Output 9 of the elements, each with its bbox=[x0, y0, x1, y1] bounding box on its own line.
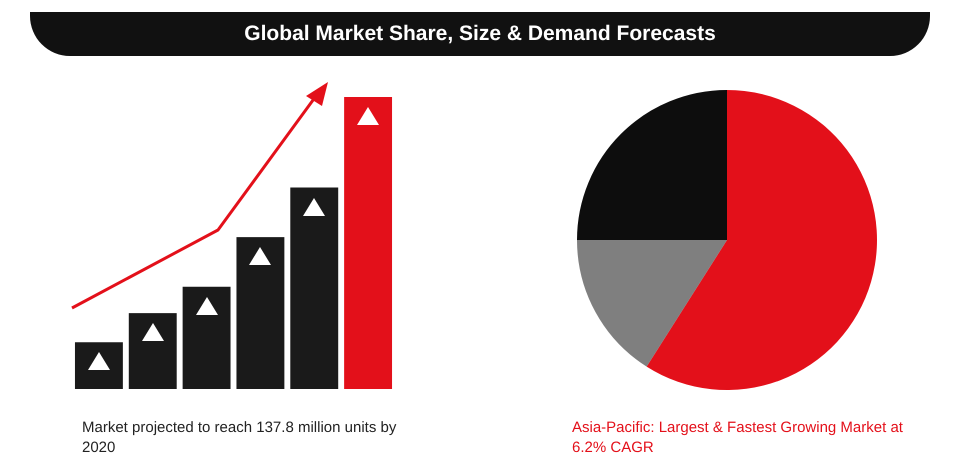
text: Market projected to reach 137.8 million units by 2020 bbox=[82, 418, 398, 458]
text: Global Market Share, Size & Demand Forecasts bbox=[30, 12, 930, 56]
bar bbox=[344, 97, 392, 389]
bar bbox=[128, 313, 177, 389]
bar bbox=[74, 342, 123, 389]
bar bbox=[182, 286, 231, 389]
text: Asia-Pacific: Largest & Fastest Growing Market at 6.2% CAGR bbox=[572, 418, 904, 458]
bar bbox=[236, 237, 284, 389]
bar bbox=[290, 188, 338, 389]
